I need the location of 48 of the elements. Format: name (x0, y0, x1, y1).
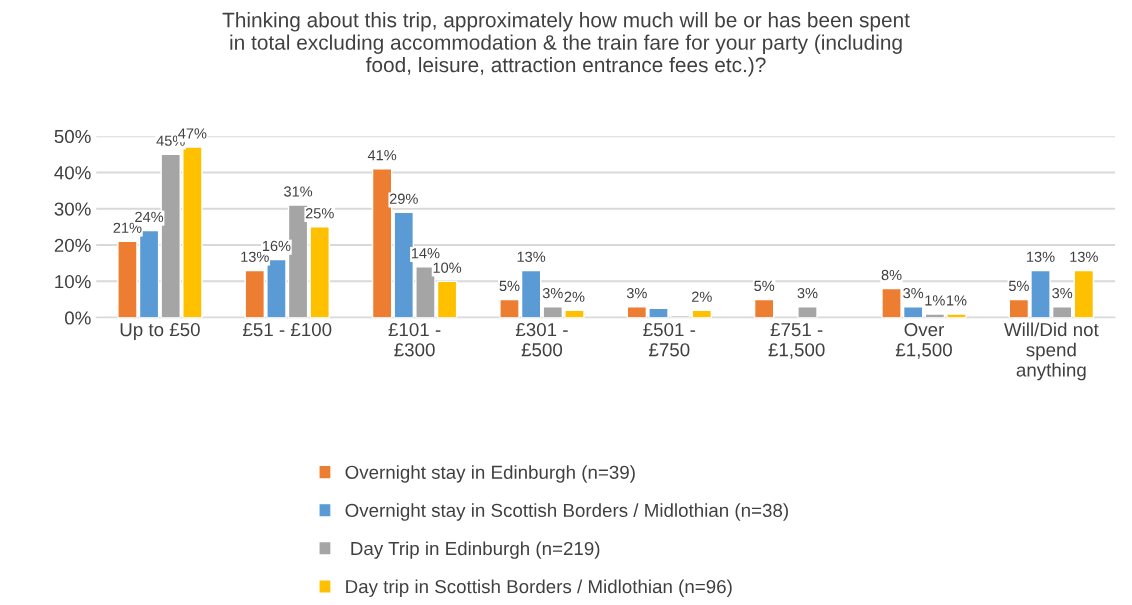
data-label: 2% (691, 291, 712, 302)
y-tick-label: 40% (54, 166, 91, 180)
data-label: 1% (947, 295, 967, 306)
legend-label: Day trip in Scottish Borders / Midlothian (n=96) (346, 579, 732, 597)
bar (1073, 269, 1095, 318)
data-label: 3% (1052, 287, 1073, 299)
data-label: 31% (284, 186, 313, 197)
data-label: 8% (881, 269, 902, 281)
x-tick-label: £501 - £750 (643, 322, 696, 357)
x-tick-label: £101 - £300 (388, 322, 441, 357)
y-tick-label: 50% (54, 129, 91, 144)
x-tick-label: £51 - £100 (242, 322, 332, 337)
y-tick-label: 10% (55, 275, 91, 289)
bar (753, 298, 775, 318)
data-label: 14% (411, 248, 440, 259)
legend-label: Overnight stay in Scottish Borders / Midlothian (n=38) (345, 503, 788, 521)
y-tick-label: 30% (54, 202, 91, 216)
data-label: 1% (925, 295, 945, 306)
y-tick-label: 0% (64, 311, 91, 325)
data-label: 3% (903, 287, 924, 299)
legend-label: Overnight stay in Edinburgh (n=39) (345, 465, 635, 483)
data-label: 5% (499, 280, 520, 292)
data-label: 3% (797, 287, 818, 299)
data-label: 2% (564, 291, 585, 302)
x-tick-label: £301 - £500 (515, 322, 568, 357)
data-label: 5% (1008, 280, 1029, 292)
data-label: 10% (433, 262, 462, 273)
data-label: 5% (754, 280, 775, 292)
data-label: 25% (305, 208, 334, 219)
data-label: 24% (135, 211, 164, 223)
data-label: 41% (367, 150, 397, 161)
data-label: 13% (517, 251, 546, 262)
data-label: 29% (389, 193, 418, 204)
data-label: 21% (113, 222, 142, 233)
legend-label: Day Trip in Edinburgh (n=219) (351, 541, 600, 559)
bar (797, 306, 818, 318)
x-tick-label: Will/Did not spend anything (1004, 322, 1099, 381)
data-label: 13% (1027, 251, 1055, 262)
data-label: 3% (542, 287, 563, 299)
data-label: 3% (626, 287, 647, 299)
y-tick-label: 20% (54, 238, 91, 252)
x-tick-label: Up to £50 (120, 322, 200, 340)
x-tick-label: Over £1,500 (895, 322, 952, 359)
chart-title: Thinking about this trip, approximately how much will be or has been spent in total excluding accommodation & the train fare for your party (including food, leisure, attraction entrance fees etc.)? (222, 12, 910, 77)
data-label: 16% (262, 240, 291, 252)
x-tick-label: £751 - £1,500 (768, 322, 825, 359)
data-label: 13% (1070, 251, 1098, 262)
data-label: 13% (241, 251, 269, 262)
